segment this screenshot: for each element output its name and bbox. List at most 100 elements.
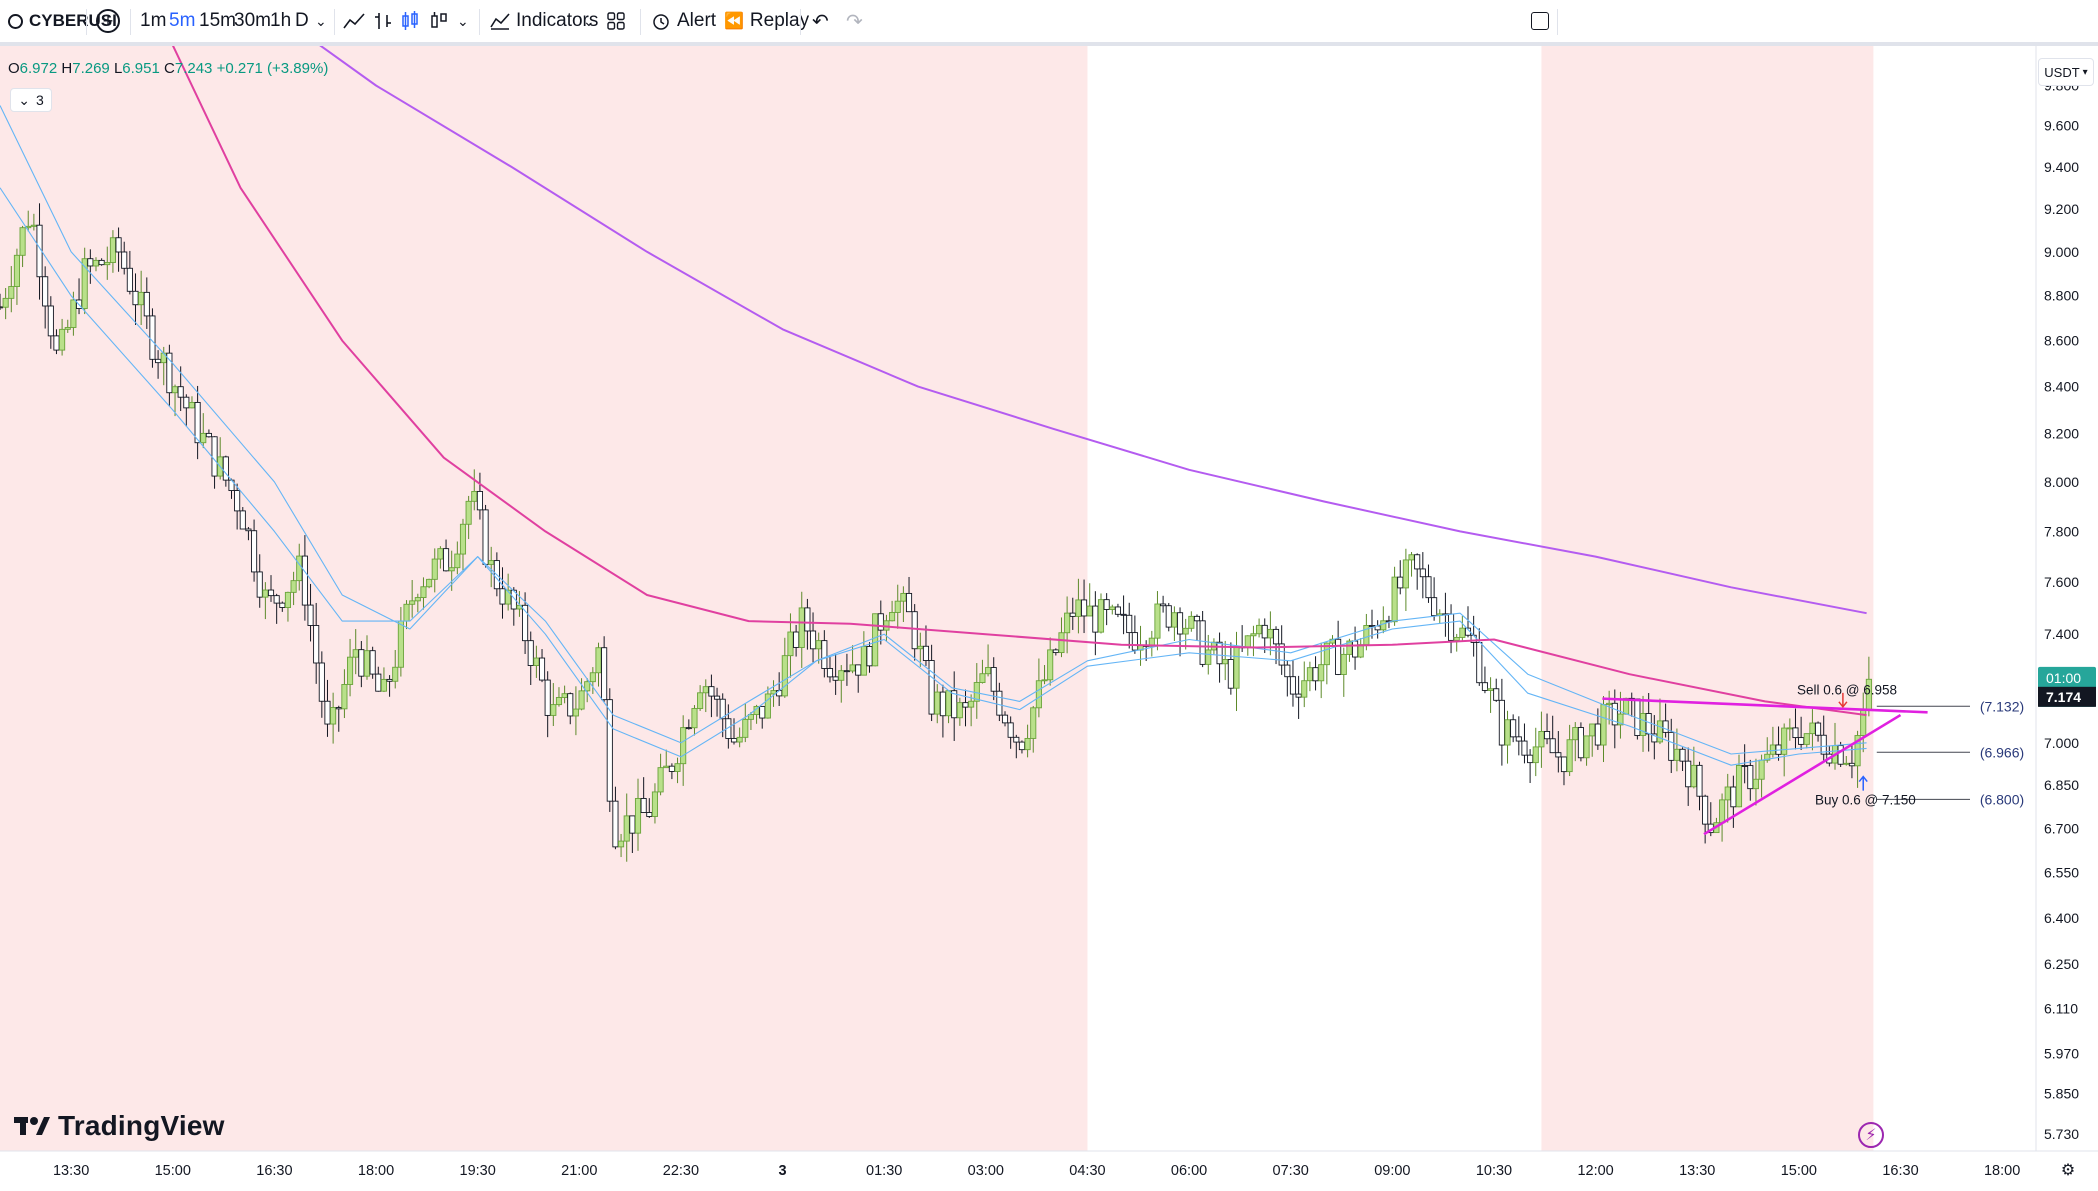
candle-body	[1673, 748, 1680, 761]
candle-body	[1617, 713, 1624, 726]
candle-body	[375, 673, 382, 692]
candle-body	[1803, 733, 1810, 745]
candle-body	[917, 645, 924, 650]
candle-body	[205, 432, 212, 438]
alert-button[interactable]: Alert	[651, 0, 716, 42]
time-tick-label: 01:30	[866, 1163, 902, 1179]
candles-icon-glyph	[402, 11, 418, 30]
candle-body	[47, 305, 54, 337]
interval-5m[interactable]: 5m	[169, 10, 196, 31]
chart-type-chevron-icon[interactable]: ⌄	[457, 12, 469, 29]
candle-body	[1589, 723, 1596, 737]
candle-body	[1493, 688, 1500, 701]
candle-body	[121, 251, 128, 269]
lightning-icon[interactable]: ⚡	[1858, 1122, 1884, 1148]
order-lines: (7.132) Sell 0.6 @ 6.958 (6.800) Buy 0.6 @ …	[1797, 682, 2024, 807]
candle-body	[98, 259, 105, 266]
interval-D[interactable]: D	[295, 10, 309, 31]
indicator-collapse-button[interactable]: ⌄ 3	[10, 88, 52, 112]
candle-body	[279, 602, 286, 608]
bars-chart-icon[interactable]	[374, 0, 392, 42]
candle-body	[1577, 727, 1584, 759]
interval-15m[interactable]: 15m	[199, 10, 236, 31]
symbol-search[interactable]: CYBERUSI	[8, 0, 117, 42]
order-price-label: (6.966)	[1980, 744, 2024, 760]
line-chart-icon[interactable]	[343, 0, 365, 42]
candle-body	[1572, 727, 1579, 741]
candle-body	[1685, 760, 1692, 788]
candle-body	[149, 315, 156, 360]
candle-body	[1781, 727, 1788, 755]
fullscreen-icon[interactable]	[1531, 0, 1549, 42]
tradingview-logo-text: TradingView	[58, 1110, 225, 1141]
candle-body	[1323, 642, 1330, 666]
candle-body	[877, 613, 884, 631]
candle-body	[889, 611, 896, 622]
hollow-candles-icon[interactable]	[430, 0, 448, 42]
close-value: 7.243	[174, 60, 213, 77]
candle-body	[8, 286, 15, 299]
replay-label: Replay	[749, 10, 810, 31]
chevron-down-icon: ⌄	[18, 91, 30, 108]
add-symbol-button[interactable]: +	[96, 0, 120, 42]
indicators-label: Indicators	[516, 10, 599, 31]
change-value: +0.271 (+3.89%)	[216, 60, 329, 77]
candle-body	[1690, 764, 1697, 788]
indicators-chevron-icon[interactable]: ⌄	[583, 12, 595, 29]
time-tick-label: 18:00	[1984, 1163, 2020, 1179]
candle-body	[1679, 748, 1686, 762]
candle-body	[70, 299, 77, 328]
candle-body	[324, 700, 331, 725]
layout-grid-icon[interactable]	[607, 0, 625, 42]
candle-body	[1735, 764, 1743, 808]
candle-body	[1199, 620, 1206, 665]
order-price-label: (7.132)	[1980, 698, 2024, 714]
candle-body	[618, 840, 625, 848]
interval-dropdown-chevron-icon[interactable]: ⌄	[315, 12, 327, 29]
interval-30m[interactable]: 30m	[234, 10, 271, 31]
candle-body	[1244, 635, 1251, 649]
open-label: O	[8, 60, 20, 77]
candle-body	[793, 631, 800, 648]
low-value: 6.951	[122, 60, 160, 77]
low-label: L	[113, 60, 123, 77]
undo-icon[interactable]: ↶	[812, 10, 829, 33]
interval-1m[interactable]: 1m	[140, 10, 167, 31]
candle-body	[341, 684, 348, 710]
candle-body	[1165, 605, 1172, 628]
candle-body	[409, 600, 416, 605]
candle-body	[1792, 727, 1799, 739]
candle-body	[1222, 659, 1229, 665]
candle-body	[697, 692, 704, 709]
time-tick-label: 15:00	[1781, 1163, 1817, 1179]
tradingview-logo[interactable]: TradingView	[14, 1110, 225, 1142]
time-tick-label: 16:30	[256, 1163, 292, 1179]
candle-body	[313, 625, 320, 664]
price-tick-label: 8.600	[2044, 333, 2079, 349]
candle-body	[211, 436, 218, 477]
alarm-clock-icon	[653, 14, 669, 30]
candle-body	[234, 490, 241, 512]
replay-button[interactable]: ⏪ Replay	[724, 0, 809, 42]
rewind-icon: ⏪	[724, 13, 744, 30]
candle-body	[685, 727, 692, 730]
candle-body	[155, 358, 162, 364]
currency-selector[interactable]: USDT ▾	[2038, 58, 2094, 86]
session-shade	[0, 46, 1088, 1151]
redo-icon[interactable]: ↷	[846, 10, 863, 33]
candles-chart-icon[interactable]	[401, 0, 419, 42]
candle-body	[1340, 653, 1347, 675]
price-axis[interactable]: 9.8009.6009.4009.2009.0008.8008.6008.400…	[2035, 46, 2098, 1191]
time-tick-label: 21:00	[561, 1163, 597, 1179]
candle-body	[1216, 641, 1223, 665]
candle-body	[990, 667, 997, 692]
candle-body	[1606, 702, 1613, 706]
candle-body	[1645, 713, 1652, 735]
interval-1h[interactable]: 1h	[270, 10, 292, 31]
time-axis[interactable]: 13:30 15:00 16:30 18:00 19:30 21:00 22:30 3 01:3…	[0, 1150, 2098, 1191]
candle-body	[53, 335, 60, 351]
time-tick-label: 3	[779, 1163, 787, 1179]
candle-body	[392, 666, 399, 682]
indicators-button[interactable]: Indicators	[490, 0, 598, 42]
price-chart[interactable]: (7.132) Sell 0.6 @ 6.958 (6.800) Buy 0.6 @ …	[0, 46, 2098, 1191]
